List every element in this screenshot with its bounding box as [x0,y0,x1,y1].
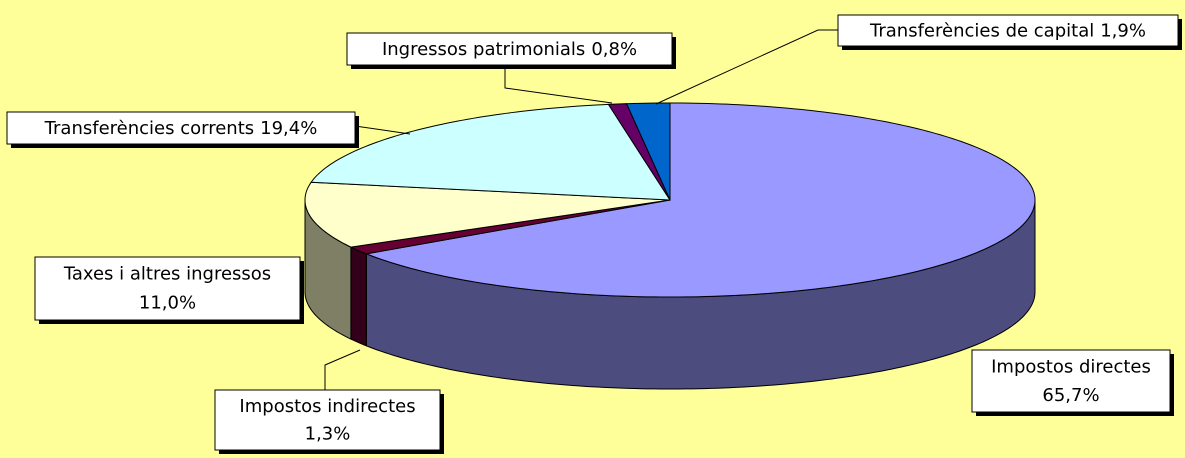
slice-value-label: 65,7% [1042,385,1099,406]
leader-line [655,29,838,105]
slice [625,102,671,201]
slice-value-label: 1,3% [305,423,351,444]
slice-value-label: 11,0% [139,293,196,314]
label-box [214,389,441,451]
slice [310,103,671,201]
slice-value-label: 19,4% [260,118,317,139]
leader-line [504,65,613,104]
label-box [6,111,356,145]
slice-side [350,246,367,347]
slice-label-group: Transferències corrents 19,4% [44,118,318,139]
label-box [837,14,1179,47]
slice-label: Impostos directes [991,356,1151,377]
label-box [971,349,1171,413]
slice [304,181,671,248]
slice-label-group: Transferències de capital 1,9% [869,21,1146,42]
leader-line [324,349,361,390]
slice-label: Taxes i altres ingressos [63,264,271,285]
slice-label: Impostos indirectes [239,396,415,417]
slice-label: Transferències corrents [44,118,254,139]
slice-label: Ingressos patrimonials [382,39,585,60]
leader-line [354,125,411,135]
slice-value-label: 0,8% [591,39,637,60]
slice [364,102,1036,298]
label-box [34,256,301,321]
label-box [346,32,673,66]
slice-value-label: 1,9% [1100,21,1146,42]
slice-label: Transferències de capital [869,21,1094,42]
slice-label-group: Ingressos patrimonials 0,8% [382,39,637,60]
